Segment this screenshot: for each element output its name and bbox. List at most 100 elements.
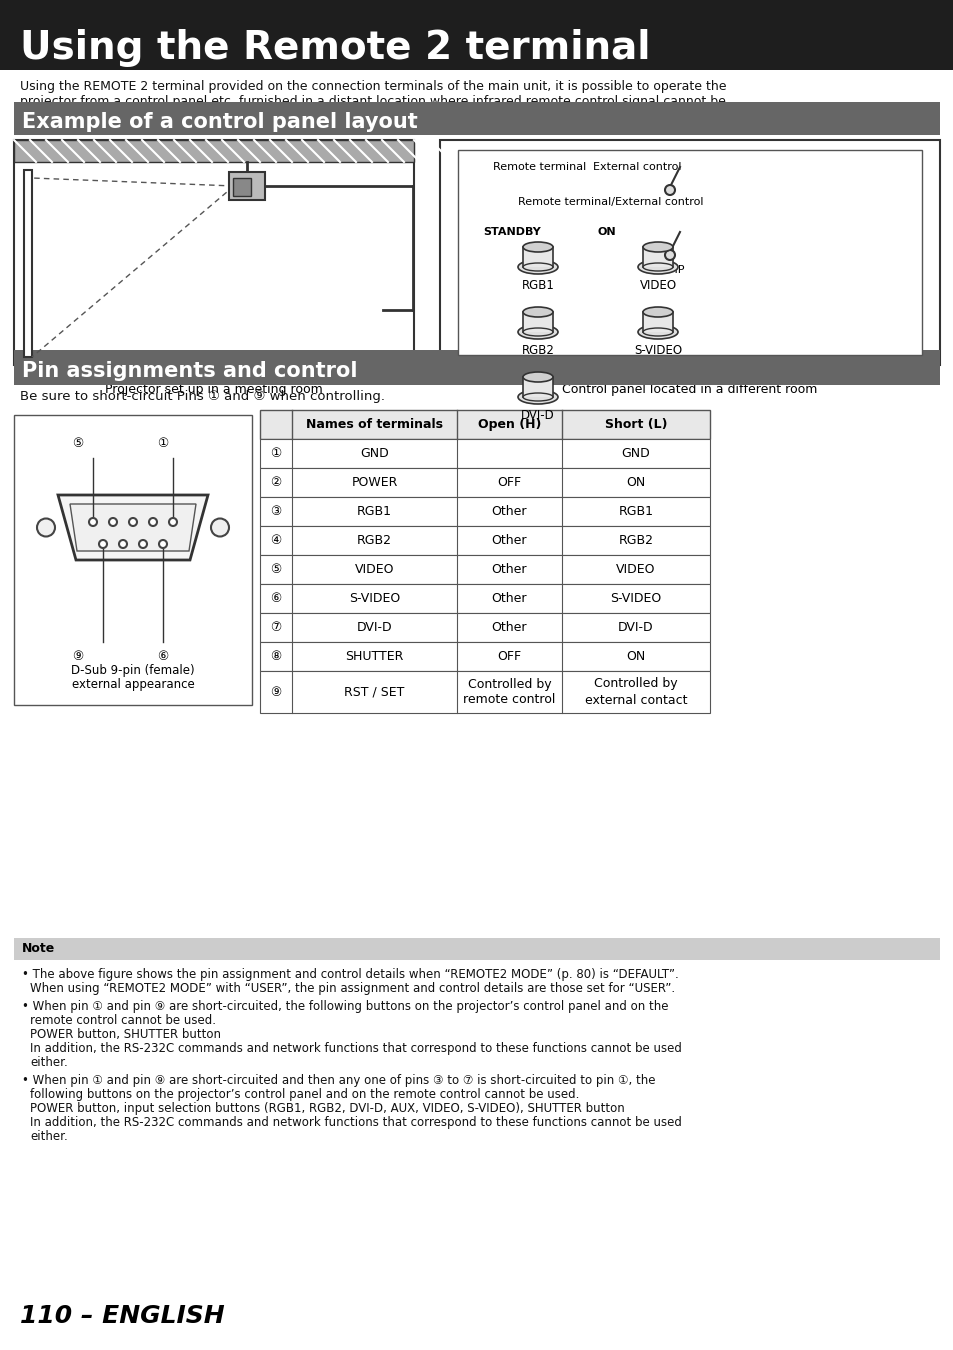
Circle shape (211, 518, 229, 536)
Text: projector from a control panel etc. furnished in a distant location where infrar: projector from a control panel etc. furn… (20, 95, 725, 108)
Ellipse shape (522, 242, 553, 252)
Text: following buttons on the projector’s control panel and on the remote control can: following buttons on the projector’s con… (30, 1088, 578, 1102)
Text: Using the Remote 2 terminal: Using the Remote 2 terminal (20, 28, 650, 68)
Text: When using “REMOTE2 MODE” with “USER”, the pin assignment and control details ar: When using “REMOTE2 MODE” with “USER”, t… (30, 981, 675, 995)
Text: Controlled by
remote control: Controlled by remote control (463, 678, 555, 706)
Circle shape (664, 185, 675, 194)
Text: LAMP: LAMP (654, 265, 684, 275)
Text: RGB2: RGB2 (356, 535, 392, 547)
Text: ⑤: ⑤ (270, 563, 281, 576)
Bar (260, 671, 709, 713)
Text: RGB1: RGB1 (356, 505, 392, 518)
Text: ⑥: ⑥ (157, 649, 169, 663)
Text: DVI-D: DVI-D (356, 621, 392, 634)
Text: ④: ④ (270, 535, 281, 547)
Bar (642, 312, 672, 332)
Ellipse shape (517, 325, 558, 339)
Text: Example of a control panel layout: Example of a control panel layout (22, 112, 417, 132)
Bar (522, 377, 553, 397)
Bar (260, 526, 709, 555)
Text: Other: Other (491, 593, 527, 605)
Circle shape (119, 540, 127, 548)
Text: Control panel located in a different room: Control panel located in a different roo… (561, 383, 817, 396)
Text: Remote terminal/External control: Remote terminal/External control (517, 197, 702, 207)
Text: ⑦: ⑦ (270, 621, 281, 634)
Circle shape (99, 540, 107, 548)
Text: In addition, the RS-232C commands and network functions that correspond to these: In addition, the RS-232C commands and ne… (30, 1042, 681, 1054)
Text: Other: Other (491, 535, 527, 547)
Circle shape (89, 518, 97, 526)
Circle shape (109, 518, 117, 526)
Ellipse shape (642, 306, 672, 317)
Text: • When pin ① and pin ⑨ are short-circuited, the following buttons on the project: • When pin ① and pin ⑨ are short-circuit… (22, 1000, 668, 1012)
Text: external appearance: external appearance (71, 678, 194, 691)
Text: ON: ON (626, 477, 645, 489)
Text: OFF: OFF (497, 477, 521, 489)
Text: Note: Note (22, 942, 55, 956)
Ellipse shape (517, 261, 558, 274)
Text: S-VIDEO: S-VIDEO (349, 593, 399, 605)
Text: RST / SET: RST / SET (344, 686, 404, 698)
Text: Names of terminals: Names of terminals (306, 418, 442, 431)
Text: POWER: POWER (351, 477, 397, 489)
Ellipse shape (522, 373, 553, 382)
Bar (260, 497, 709, 526)
Text: ②: ② (270, 477, 281, 489)
Text: S-VIDEO: S-VIDEO (634, 344, 681, 356)
Text: SHUTTER: SHUTTER (345, 649, 403, 663)
Text: ON: ON (598, 227, 616, 238)
Text: RGB2: RGB2 (618, 535, 653, 547)
Circle shape (139, 540, 147, 548)
Text: ⑥: ⑥ (270, 593, 281, 605)
Text: Pin assignments and control: Pin assignments and control (22, 360, 357, 381)
Text: POWER button, input selection buttons (RGB1, RGB2, DVI-D, AUX, VIDEO, S-VIDEO), : POWER button, input selection buttons (R… (30, 1102, 624, 1115)
Text: VIDEO: VIDEO (616, 563, 655, 576)
Bar (14, 140, 414, 365)
Bar (260, 613, 709, 643)
Text: Other: Other (491, 563, 527, 576)
Text: S-VIDEO: S-VIDEO (610, 593, 661, 605)
Text: either.: either. (30, 1056, 68, 1069)
Text: RGB1: RGB1 (521, 279, 554, 292)
Text: External control: External control (593, 162, 680, 171)
Bar (260, 585, 709, 613)
Text: ⑧: ⑧ (270, 649, 281, 663)
Text: ⑤: ⑤ (72, 437, 84, 450)
Circle shape (159, 540, 167, 548)
Bar (260, 555, 709, 585)
Text: • When pin ① and pin ⑨ are short-circuited and then any one of pins ③ to ⑦ is sh: • When pin ① and pin ⑨ are short-circuit… (22, 1075, 655, 1087)
Circle shape (169, 518, 177, 526)
Bar (260, 410, 709, 439)
Text: ⑨: ⑨ (270, 686, 281, 698)
Text: 110 – ENGLISH: 110 – ENGLISH (20, 1304, 224, 1328)
Text: Be sure to short-circuit Pins ① and ⑨ when controlling.: Be sure to short-circuit Pins ① and ⑨ wh… (20, 390, 385, 404)
Bar (522, 312, 553, 332)
Bar (439, 140, 939, 365)
Ellipse shape (638, 261, 678, 274)
Bar (14, 414, 252, 705)
Text: ③: ③ (270, 505, 281, 518)
Text: VIDEO: VIDEO (639, 279, 676, 292)
Text: GND: GND (621, 447, 650, 460)
Bar (14, 938, 939, 960)
Bar (522, 247, 553, 267)
Ellipse shape (517, 390, 558, 404)
Text: ⑨: ⑨ (72, 649, 84, 663)
Ellipse shape (638, 325, 678, 339)
Text: VIDEO: VIDEO (355, 563, 394, 576)
Text: remote control cannot be used.: remote control cannot be used. (30, 1014, 215, 1027)
Text: RGB1: RGB1 (618, 505, 653, 518)
Ellipse shape (522, 306, 553, 317)
Polygon shape (70, 504, 195, 551)
Text: received.: received. (20, 109, 78, 123)
Text: GND: GND (359, 447, 389, 460)
Circle shape (37, 518, 55, 536)
Text: DVI-D: DVI-D (618, 621, 653, 634)
Text: Using the REMOTE 2 terminal provided on the connection terminals of the main uni: Using the REMOTE 2 terminal provided on … (20, 80, 726, 93)
Text: POWER button, SHUTTER button: POWER button, SHUTTER button (30, 1027, 221, 1041)
Text: • The above figure shows the pin assignment and control details when “REMOTE2 MO: • The above figure shows the pin assignm… (22, 968, 678, 981)
Text: Remote terminal: Remote terminal (493, 162, 586, 171)
Bar (14, 140, 414, 162)
Bar (14, 350, 939, 385)
Bar (642, 247, 672, 267)
